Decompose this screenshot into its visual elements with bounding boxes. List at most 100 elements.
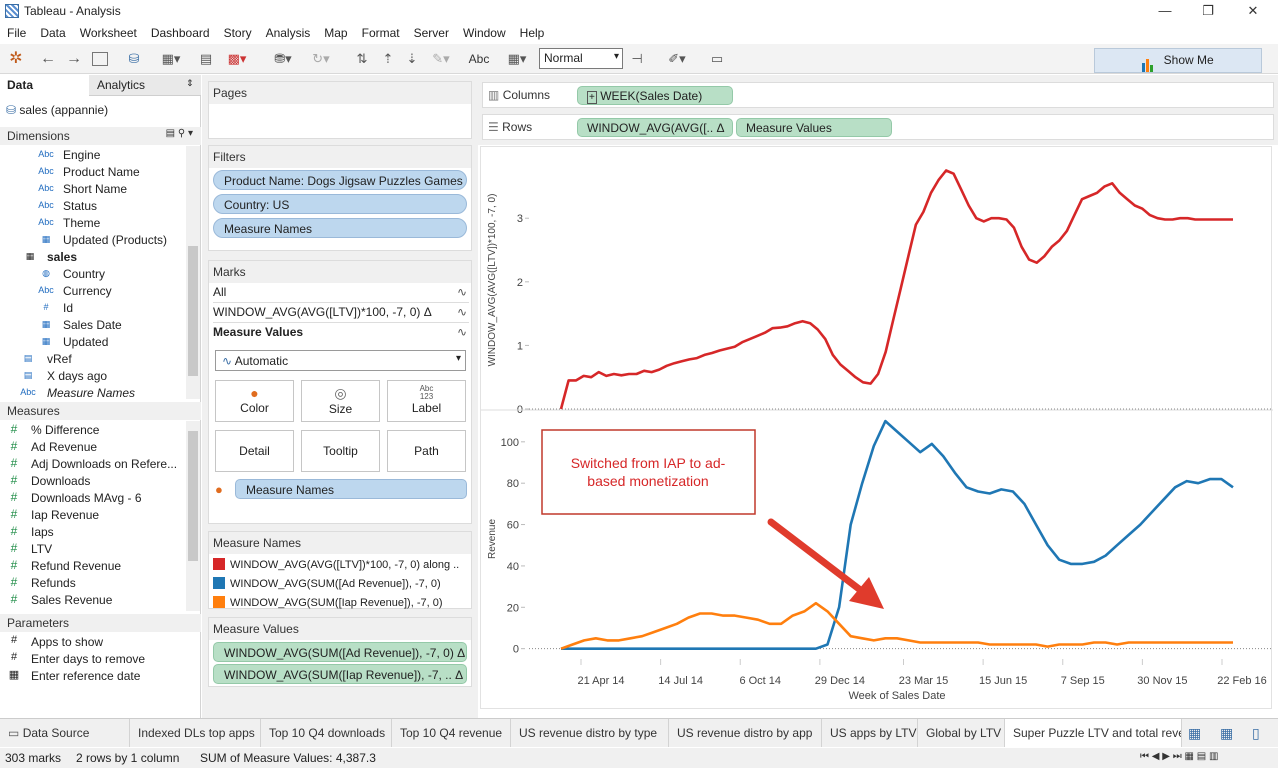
close-button[interactable]: ✕ — [1247, 3, 1259, 18]
pin-axes-icon[interactable]: ⊣ — [631, 51, 643, 66]
measure-field[interactable]: # Refunds — [0, 575, 184, 592]
show-me-button[interactable]: Show Me — [1094, 48, 1262, 73]
dimension-field[interactable]: ▤ X days ago — [0, 368, 184, 385]
tab-us-revenue-app[interactable]: US revenue distro by app — [669, 719, 822, 747]
new-data-source-icon[interactable]: ⛁ — [128, 51, 140, 66]
show-labels-button[interactable]: Abc — [468, 52, 490, 66]
menu-window[interactable]: Window — [462, 26, 506, 40]
dimension-field[interactable]: ▤ vRef — [0, 351, 184, 368]
dimension-field[interactable]: ▦ Updated (Products) — [0, 232, 184, 249]
mv-pill-iap-revenue[interactable]: WINDOW_AVG(SUM([Iap Revenue]), -7, .. Δ — [213, 664, 467, 684]
new-worksheet-icon[interactable]: ▦ — [1188, 725, 1202, 741]
legend-item[interactable]: WINDOW_AVG(SUM([Iap Revenue]), -7, 0) — [213, 596, 443, 609]
search-icon[interactable]: ▤ ⚲ ▾ — [165, 128, 193, 139]
tooltip-button[interactable]: Tooltip — [301, 430, 380, 472]
dimension-field[interactable]: Abc Short Name — [0, 181, 184, 198]
sort-ascending-icon[interactable]: ⇡ — [382, 51, 394, 66]
tab-super-puzzle[interactable]: Super Puzzle LTV and total rever — [1005, 719, 1182, 747]
refresh-icon[interactable]: ↻▾ — [312, 51, 330, 66]
measure-field[interactable]: # LTV — [0, 541, 184, 558]
tab-indexed-dls[interactable]: Indexed DLs top apps — [130, 719, 261, 747]
menu-help[interactable]: Help — [519, 26, 545, 40]
restore-button[interactable]: ❐ — [1202, 3, 1214, 18]
dimension-field[interactable]: Abc Measure Names — [0, 385, 184, 402]
parameter-field[interactable]: # Apps to show — [0, 634, 200, 651]
dimension-field[interactable]: Abc Theme — [0, 215, 184, 232]
measure-field[interactable]: # % Difference — [0, 422, 184, 439]
marks-row-all[interactable]: All ∿ — [213, 285, 469, 303]
menu-story[interactable]: Story — [223, 26, 252, 40]
legend-item[interactable]: WINDOW_AVG(AVG([LTV])*100, -7, 0) along … — [213, 558, 459, 571]
dimension-field[interactable]: Abc Engine — [0, 147, 184, 164]
pane-menu-icon[interactable]: ⇕ — [186, 78, 194, 88]
filter-pill-measure-names[interactable]: Measure Names — [213, 218, 467, 238]
measure-field[interactable]: # Refund Revenue — [0, 558, 184, 575]
measures-scrollbar[interactable] — [186, 421, 200, 611]
tab-data-source[interactable]: ▭ Data Source — [0, 719, 130, 747]
filter-pill-country[interactable]: Country: US — [213, 194, 467, 214]
rows-shelf[interactable]: ☰ Rows WINDOW_AVG(AVG([.. Δ Measure Valu… — [482, 114, 1274, 140]
label-button[interactable]: Abc 123 Label — [387, 380, 466, 422]
dimension-field[interactable]: # Id — [0, 300, 184, 317]
measure-field[interactable]: # Sales Revenue — [0, 592, 184, 609]
undo-icon[interactable]: ← — [40, 50, 56, 67]
tab-us-apps-ltv[interactable]: US apps by LTV — [822, 719, 918, 747]
size-button[interactable]: ◎ Size — [301, 380, 380, 422]
new-story-icon[interactable]: ▯ — [1252, 725, 1260, 741]
path-button[interactable]: Path — [387, 430, 466, 472]
tab-global-ltv[interactable]: Global by LTV — [918, 719, 1005, 747]
menu-file[interactable]: File — [7, 26, 27, 40]
marks-row-measure-values[interactable]: Measure Values ∿ — [213, 325, 469, 343]
filter-pill-product[interactable]: Product Name: Dogs Jigsaw Puzzles Games … — [213, 170, 467, 190]
menu-map[interactable]: Map — [324, 26, 348, 40]
legend-item[interactable]: WINDOW_AVG(SUM([Ad Revenue]), -7, 0) — [213, 577, 441, 590]
color-button[interactable]: ● Color — [215, 380, 294, 422]
dimension-field[interactable]: ▦ Sales Date — [0, 317, 184, 334]
swap-rows-columns-icon[interactable]: ⇅ — [356, 51, 368, 66]
menu-analysis[interactable]: Analysis — [265, 26, 311, 40]
dimension-field[interactable]: ◍ Country — [0, 266, 184, 283]
dimension-field[interactable]: Abc Currency — [0, 283, 184, 300]
new-dashboard-icon[interactable]: ▦ — [1220, 725, 1234, 741]
measure-field[interactable]: # Downloads MAvg - 6 — [0, 490, 184, 507]
marks-row-ltv[interactable]: WINDOW_AVG(AVG([LTV])*100, -7, 0) Δ ∿ — [213, 305, 469, 323]
dimension-field[interactable]: ▦ sales — [0, 249, 184, 266]
menu-worksheet[interactable]: Worksheet — [79, 26, 137, 40]
new-worksheet-icon[interactable]: ▦▾ — [161, 51, 181, 66]
color-pill-measure-names[interactable]: Measure Names — [235, 479, 467, 499]
measure-field[interactable]: # Ad Revenue — [0, 439, 184, 456]
dimension-field[interactable]: Abc Product Name — [0, 164, 184, 181]
detail-button[interactable]: Detail — [215, 430, 294, 472]
scrollbar-thumb[interactable] — [188, 431, 198, 561]
rows-pill-measure-values[interactable]: Measure Values — [736, 118, 892, 137]
menu-format[interactable]: Format — [361, 26, 400, 40]
parameter-field[interactable]: # Enter days to remove — [0, 651, 200, 668]
measure-field[interactable]: # Iap Revenue — [0, 507, 184, 524]
sheet-nav-icons[interactable]: ⏮ ◀ ▶ ⏭ ▦ ▤ ▥ — [1140, 751, 1219, 762]
columns-shelf[interactable]: ▥ Columns + WEEK(Sales Date) — [482, 82, 1274, 108]
datasource-item[interactable]: ⛁ sales (appannie) — [6, 103, 108, 117]
parameter-field[interactable]: ▦ Enter reference date — [0, 668, 200, 685]
menu-server[interactable]: Server — [413, 26, 449, 40]
dimensions-scrollbar[interactable] — [186, 146, 200, 399]
dimension-field[interactable]: Abc Status — [0, 198, 184, 215]
measure-field[interactable]: # Iaps — [0, 524, 184, 541]
mark-type-select[interactable]: ∿ Automatic ▾ — [215, 350, 466, 371]
tab-analytics[interactable]: Analytics — [97, 78, 146, 92]
menu-dashboard[interactable]: Dashboard — [150, 26, 210, 40]
tab-top10-revenue[interactable]: Top 10 Q4 revenue — [392, 719, 511, 747]
annotate-icon[interactable]: ✐▾ — [668, 51, 686, 66]
tab-top10-downloads[interactable]: Top 10 Q4 downloads — [261, 719, 392, 747]
sort-descending-icon[interactable]: ⇣ — [406, 51, 418, 66]
dimension-field[interactable]: ▦ Updated — [0, 334, 184, 351]
menu-data[interactable]: Data — [40, 26, 66, 40]
highlight-icon[interactable]: ✎▾ — [432, 51, 450, 66]
tableau-home-icon[interactable]: ✲ — [9, 50, 23, 67]
pause-updates-icon[interactable]: ⛃▾ — [274, 51, 292, 66]
scrollbar-thumb[interactable] — [188, 246, 198, 376]
visualization[interactable]: 0 1 2 3 WINDOW_AVG(AVG([LTV])*100, -7, 0) 0 20… — [480, 146, 1273, 709]
save-icon[interactable] — [92, 52, 108, 66]
duplicate-sheet-icon[interactable]: ▤ — [199, 51, 213, 66]
rows-pill-ltv[interactable]: WINDOW_AVG(AVG([.. Δ — [577, 118, 733, 137]
tab-data[interactable]: Data — [0, 75, 89, 96]
